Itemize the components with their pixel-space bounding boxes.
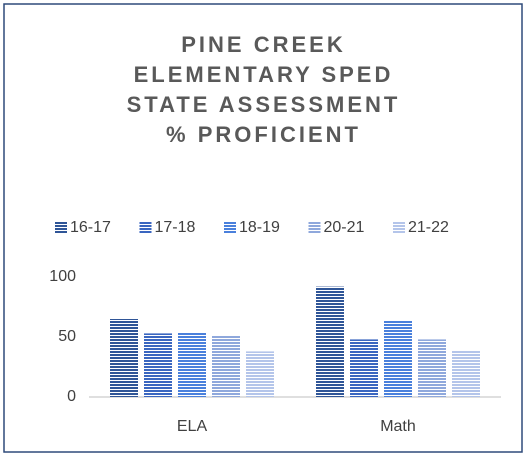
bar xyxy=(384,320,412,397)
x-tick-label: ELA xyxy=(177,418,208,435)
bar xyxy=(178,332,206,397)
bar xyxy=(452,350,480,397)
x-tick-label: Math xyxy=(380,418,416,435)
title-box: PINE CREEK ELEMENTARY SPED STATE ASSESSM… xyxy=(0,30,527,150)
legend-swatch xyxy=(308,222,321,234)
legend-label: 20-21 xyxy=(324,219,365,236)
chart-title: PINE CREEK ELEMENTARY SPED STATE ASSESSM… xyxy=(126,32,401,147)
bar xyxy=(144,333,172,397)
bar xyxy=(316,286,344,397)
legend-swatch xyxy=(139,222,152,234)
legend-label: 18-19 xyxy=(239,219,280,236)
y-tick-label: 50 xyxy=(58,328,76,345)
bar xyxy=(418,339,446,397)
legend-swatch xyxy=(55,222,67,234)
legend-label: 21-22 xyxy=(408,219,449,236)
legend-label: 16-17 xyxy=(70,219,111,236)
bar xyxy=(212,335,240,397)
frame xyxy=(3,3,523,453)
legend-swatch xyxy=(224,222,236,234)
y-tick-label: 0 xyxy=(67,388,76,405)
bar xyxy=(110,319,138,397)
bar xyxy=(246,351,274,397)
legend-label: 17-18 xyxy=(155,219,196,236)
legend-swatch xyxy=(393,222,405,234)
y-tick-label: 100 xyxy=(49,268,76,285)
bar xyxy=(350,339,378,397)
